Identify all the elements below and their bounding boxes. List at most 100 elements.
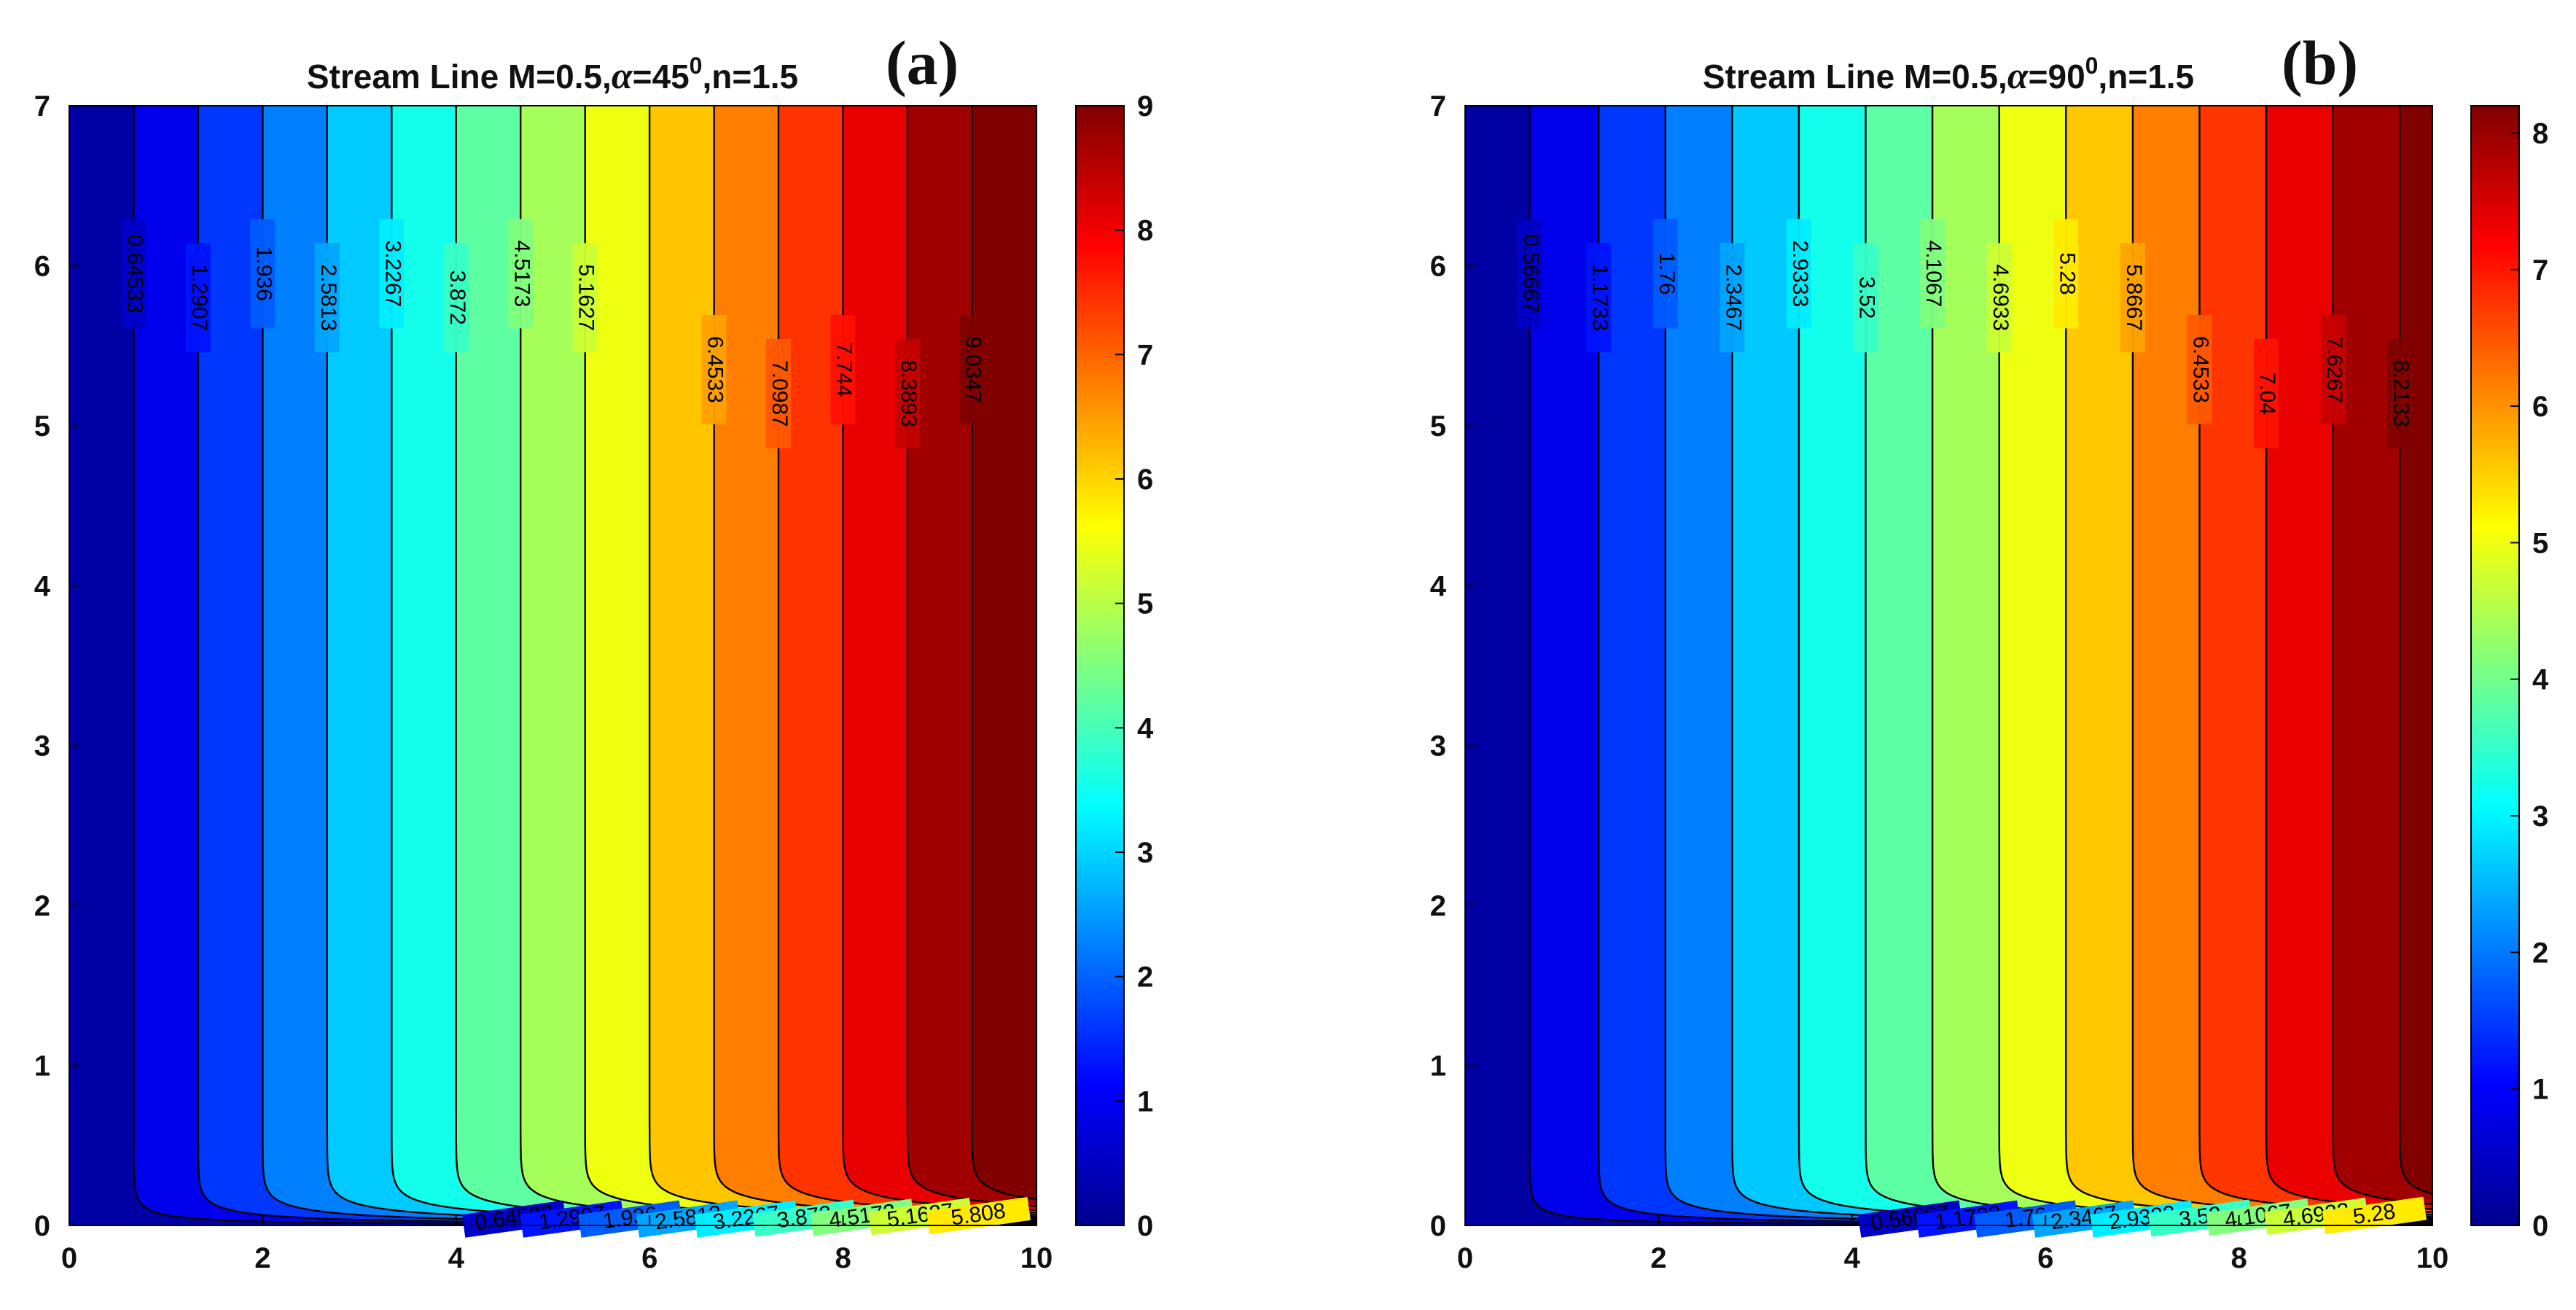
- contour-label-bg: [250, 219, 276, 329]
- contour-label-bg: [2053, 219, 2079, 329]
- colorbar-b: [2470, 105, 2520, 1226]
- contour-label: 7.0987: [768, 360, 792, 427]
- y-tick-label: 3: [34, 730, 50, 763]
- contour-line: [326, 106, 1037, 1224]
- y-tick-label: 2: [1430, 890, 1446, 922]
- contour-label: 7.6267: [2322, 336, 2346, 403]
- colorbar-tick-label: 7: [2532, 254, 2548, 286]
- x-tick-label: 6: [641, 1242, 657, 1274]
- contour-line: [2265, 106, 2432, 1210]
- contour-line: [648, 106, 1037, 1218]
- contour-label-bg: [636, 1200, 741, 1238]
- contour-line: [455, 106, 1037, 1222]
- x-tick-label: 2: [254, 1242, 270, 1274]
- contour-label: 5.28: [2055, 252, 2079, 295]
- contour-line: [2399, 106, 2432, 1196]
- contour-label-bg: [2031, 1200, 2136, 1238]
- contour-label-bg: [1857, 1200, 1962, 1238]
- x-tick-label: 0: [1457, 1242, 1473, 1274]
- contour-line: [2065, 106, 2432, 1217]
- contour-label-bg: [1986, 243, 2012, 353]
- panel-label-b: (b): [2282, 28, 2358, 98]
- contour-line: [133, 106, 1037, 1225]
- contour-label-bg: [2387, 338, 2413, 448]
- contour-label-bg: [830, 315, 856, 425]
- x-tick-label: 2: [1650, 1242, 1666, 1274]
- contour-label-bg: [1652, 219, 1678, 329]
- chart-title-b: Stream Line M=0.5,α=900,n=1.5: [1703, 52, 2194, 97]
- contour-label-bg: [1853, 243, 1878, 353]
- y-tick-label: 3: [1430, 730, 1446, 763]
- contour-line: [777, 106, 1037, 1214]
- contour-line: [842, 106, 1037, 1212]
- contour-line: [971, 106, 1037, 1201]
- contour-line: [906, 106, 1037, 1207]
- contour-label: 2.3467: [1721, 264, 1745, 331]
- contour-line: [1731, 106, 2432, 1224]
- x-tick-label: 8: [2230, 1242, 2247, 1274]
- contour-label-bg: [2090, 1200, 2195, 1238]
- contour-line: [713, 106, 1037, 1216]
- contour-label-bg: [520, 1200, 625, 1238]
- contour-label: 5.1627: [574, 264, 598, 331]
- contour-label-bg: [461, 1200, 566, 1238]
- contour-line: [197, 106, 1037, 1225]
- stream-line-chart-a: Stream Line M=0.5,α=450,n=1.5 (a) 0.6453…: [34, 28, 1154, 1274]
- contour-label: 7.04: [2255, 373, 2279, 415]
- contour-line: [520, 106, 1037, 1220]
- colorbar-tick-label: 2: [1137, 962, 1153, 994]
- y-tick-label: 6: [1430, 250, 1446, 282]
- y-tick-label: 6: [34, 250, 50, 282]
- contour-line: [2198, 106, 2432, 1214]
- contour-label: 2.9333: [1788, 241, 1812, 308]
- colorbar-tick-label: 6: [2532, 391, 2548, 423]
- contour-line: [2332, 106, 2432, 1206]
- contour-label-bg: [2120, 243, 2145, 353]
- y-tick-label: 0: [1430, 1210, 1446, 1242]
- contour-label: 4.6933: [1988, 264, 2013, 331]
- x-tick-label: 10: [2416, 1242, 2449, 1274]
- contour-label-bg: [2254, 338, 2279, 448]
- contour-label-bg: [121, 219, 147, 329]
- contour-line: [262, 106, 1037, 1225]
- contour-label-bg: [578, 1200, 683, 1238]
- x-tick-label: 10: [1020, 1242, 1053, 1274]
- y-tick-label: 1: [1430, 1050, 1446, 1083]
- contour-label: 0.56667: [1519, 234, 1543, 313]
- contour-label: 8.2133: [2389, 360, 2413, 427]
- colorbar-tick-label: 7: [1137, 339, 1153, 371]
- panel-label-a: (a): [886, 28, 959, 98]
- y-tick-label: 5: [34, 410, 50, 442]
- contour-label: 5.28: [2351, 1199, 2397, 1229]
- contour-label-bg: [2320, 315, 2346, 425]
- colorbar-tick-label: 0: [1137, 1210, 1153, 1242]
- contour-band: [2399, 106, 2432, 1195]
- x-tick-label: 8: [835, 1242, 851, 1274]
- contour-line: [1865, 106, 2432, 1222]
- contour-label-bg: [2147, 1199, 2253, 1237]
- contour-label-bg: [694, 1200, 799, 1238]
- contour-label-bg: [2187, 315, 2212, 425]
- chart-title-a: Stream Line M=0.5,α=450,n=1.5: [307, 52, 798, 97]
- colorbar-tick-label: 3: [1137, 837, 1153, 869]
- y-tick-label: 2: [34, 890, 50, 922]
- contour-label-bg: [379, 219, 405, 329]
- contour-line: [1931, 106, 2432, 1220]
- contour-label: 8.3893: [897, 360, 921, 427]
- contour-line: [1529, 106, 2432, 1225]
- contour-label-bg: [752, 1199, 857, 1237]
- y-tick-label: 7: [1430, 90, 1446, 122]
- contour-label: 3.872: [445, 270, 469, 325]
- contour-line: [1998, 106, 2432, 1219]
- contour-label-bg: [1916, 1200, 2021, 1238]
- contour-label: 6.4533: [703, 336, 727, 403]
- contour-label: 0.64533: [123, 234, 147, 313]
- contour-label: 3.52: [1855, 276, 1879, 319]
- contour-label: 1.936: [251, 246, 276, 301]
- contour-line: [1598, 106, 2432, 1225]
- colorbar-tick-label: 5: [1137, 588, 1153, 620]
- contour-label-bg: [766, 338, 792, 448]
- contour-label: 3.2267: [380, 241, 405, 308]
- colorbar-tick-label: 3: [2532, 800, 2548, 833]
